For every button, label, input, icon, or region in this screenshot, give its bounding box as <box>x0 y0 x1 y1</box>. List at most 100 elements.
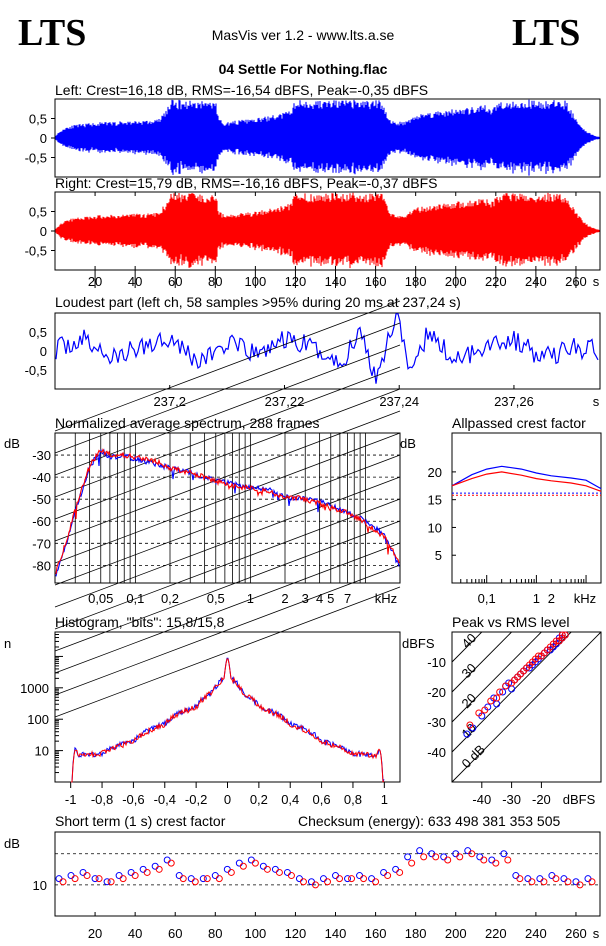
short-term-crest-left-point <box>199 875 207 883</box>
short-term-crest-right-point <box>131 872 139 880</box>
short-term-crest-right-point <box>119 875 127 883</box>
peak-vs-rms-ylabel: dBFS <box>402 636 435 651</box>
short-term-crest-right-point <box>155 865 163 873</box>
loudest-part-xtick-label: 237,26 <box>494 394 534 409</box>
short-term-crest-xtick-label: 40 <box>128 926 142 941</box>
short-term-crest-left-point <box>103 878 111 886</box>
right-waveform-trace <box>55 192 600 269</box>
avg-spectrum-slope-line <box>54 454 401 586</box>
file-name: 04 Settle For Nothing.flac <box>219 61 388 77</box>
allpassed-crest-xtick-label: 0,1 <box>478 591 496 606</box>
loudest-part-xtick-label: 237,22 <box>265 394 305 409</box>
histogram-title: Histogram, "bits": 15,8/15,8 <box>55 614 225 630</box>
allpassed-crest-ytick-label: 5 <box>435 548 442 563</box>
avg-spectrum-slope-line <box>54 322 401 454</box>
peak-vs-rms-diagonal <box>451 631 483 663</box>
short-term-crest-xtick-label: 20 <box>88 926 102 941</box>
short-term-crest-xtick-label: 140 <box>325 926 347 941</box>
short-term-crest-right-point <box>540 878 548 886</box>
histogram-xtick-label: 0,8 <box>344 792 362 807</box>
avg-spectrum-xtick-label: 0,05 <box>88 591 113 606</box>
loudest-part-xtick-label: 237,2 <box>153 394 186 409</box>
right-waveform-xtick-label: 120 <box>285 274 307 289</box>
right-waveform-ytick-label: 0,5 <box>29 205 47 220</box>
loudest-part-ytick-label: 0,5 <box>29 325 47 340</box>
peak-vs-rms-right-point <box>487 697 495 705</box>
short-term-crest-xtick-label: 100 <box>245 926 267 941</box>
histogram-xtick-label: 1 <box>381 792 388 807</box>
short-term-crest-right-point <box>179 875 187 883</box>
avg-spectrum-slope-line <box>54 520 401 652</box>
avg-spectrum-xtick-label: 1 <box>247 591 254 606</box>
peak-vs-rms-xlabel: dBFS <box>563 792 596 807</box>
allpassed-crest-xtick-label: 2 <box>548 591 555 606</box>
peak-vs-rms-ytick-label: -40 <box>427 745 446 760</box>
short-term-crest-xtick-label: 80 <box>208 926 222 941</box>
allpassed-crest-xtick-label: 1 <box>533 591 540 606</box>
histogram-frame <box>54 631 401 783</box>
peak-vs-rms-xtick-label: -20 <box>532 792 551 807</box>
short-term-crest-right-point <box>191 878 199 886</box>
allpassed-crest-ytick-label: 20 <box>428 465 442 480</box>
peak-vs-rms-xtick-label: -30 <box>502 792 521 807</box>
short-term-crest-right-point <box>59 878 67 886</box>
short-term-crest-right-point <box>215 875 223 883</box>
avg-spectrum-title: Normalized average spectrum, 288 frames <box>55 415 320 431</box>
short-term-crest-title: Short term (1 s) crest factor <box>55 813 226 829</box>
short-term-crest-right-point <box>239 862 247 870</box>
avg-spectrum-ytick-label: -40 <box>32 470 51 485</box>
short-term-crest-right-point <box>275 868 283 876</box>
short-term-crest-left-point <box>416 847 424 855</box>
avg-spectrum-xtick-label: 0,2 <box>161 591 179 606</box>
short-term-crest-right-point <box>360 875 368 883</box>
avg-spectrum-xtick-label: 3 <box>302 591 309 606</box>
short-term-crest-right-point <box>444 856 452 864</box>
short-term-crest-right-point <box>251 859 259 867</box>
short-term-crest-left-point <box>344 875 352 883</box>
short-term-crest-right-point <box>263 865 271 873</box>
loudest-part-xtick-label: 237,24 <box>379 394 419 409</box>
avg-spectrum-ylabel: dB <box>4 436 20 451</box>
short-term-crest-right-point <box>384 872 392 880</box>
right-waveform-ytick-label: 0 <box>40 224 47 239</box>
short-term-crest-xtick-label: 60 <box>168 926 182 941</box>
short-term-crest-right-point <box>504 856 512 864</box>
histogram-xtick-label: -0,4 <box>154 792 176 807</box>
short-term-crest-right-point <box>588 878 596 886</box>
short-term-crest-xtick-label: 180 <box>405 926 427 941</box>
histogram-xtick-label: -0,6 <box>122 792 144 807</box>
short-term-crest-xtick-label: 220 <box>485 926 507 941</box>
short-term-crest-right-point <box>372 878 380 886</box>
peak-vs-rms-ytick-label: -30 <box>427 715 446 730</box>
avg-spectrum-ytick-label: -50 <box>32 492 51 507</box>
short-term-crest-right-point <box>516 875 524 883</box>
short-term-crest-left-point <box>500 850 508 858</box>
histogram-xtick-label: 0,6 <box>313 792 331 807</box>
right-waveform-title: Right: Crest=15,79 dB, RMS=-16,16 dBFS, … <box>55 175 437 191</box>
short-term-crest-right-point <box>71 875 79 883</box>
avg-spectrum-slope-line <box>54 432 401 564</box>
avg-spectrum-ytick-label: -70 <box>32 536 51 551</box>
short-term-crest-right-point <box>299 878 307 886</box>
avg-spectrum-slope-line <box>54 564 401 696</box>
avg-spectrum-ytick-label: -80 <box>32 558 51 573</box>
short-term-crest-right-point <box>143 868 151 876</box>
short-term-crest-right-point <box>287 872 295 880</box>
avg-spectrum-xtick-label: 2 <box>281 591 288 606</box>
avg-spectrum-slope-line <box>54 542 401 674</box>
right-waveform-xtick-label: 180 <box>405 274 427 289</box>
loudest-part-ytick-label: 0 <box>40 344 47 359</box>
avg-spectrum-ytick-label: -60 <box>32 514 51 529</box>
avg-spectrum-xtick-label: 4 <box>316 591 323 606</box>
right-waveform-xlabel: s <box>593 274 600 289</box>
loudest-part-ytick-label: -0,5 <box>25 363 47 378</box>
short-term-crest-xtick-label: 200 <box>445 926 467 941</box>
right-waveform-xtick-label: 80 <box>208 274 222 289</box>
histogram-xtick-label: 0,4 <box>281 792 299 807</box>
avg-spectrum-slope-line <box>54 498 401 630</box>
avg-spectrum-slope-line <box>54 476 401 608</box>
short-term-crest-right-point <box>167 859 175 867</box>
loudest-part-title: Loudest part (left ch, 58 samples >95% d… <box>55 294 461 310</box>
avg-spectrum-xtick-label: 0,1 <box>126 591 144 606</box>
